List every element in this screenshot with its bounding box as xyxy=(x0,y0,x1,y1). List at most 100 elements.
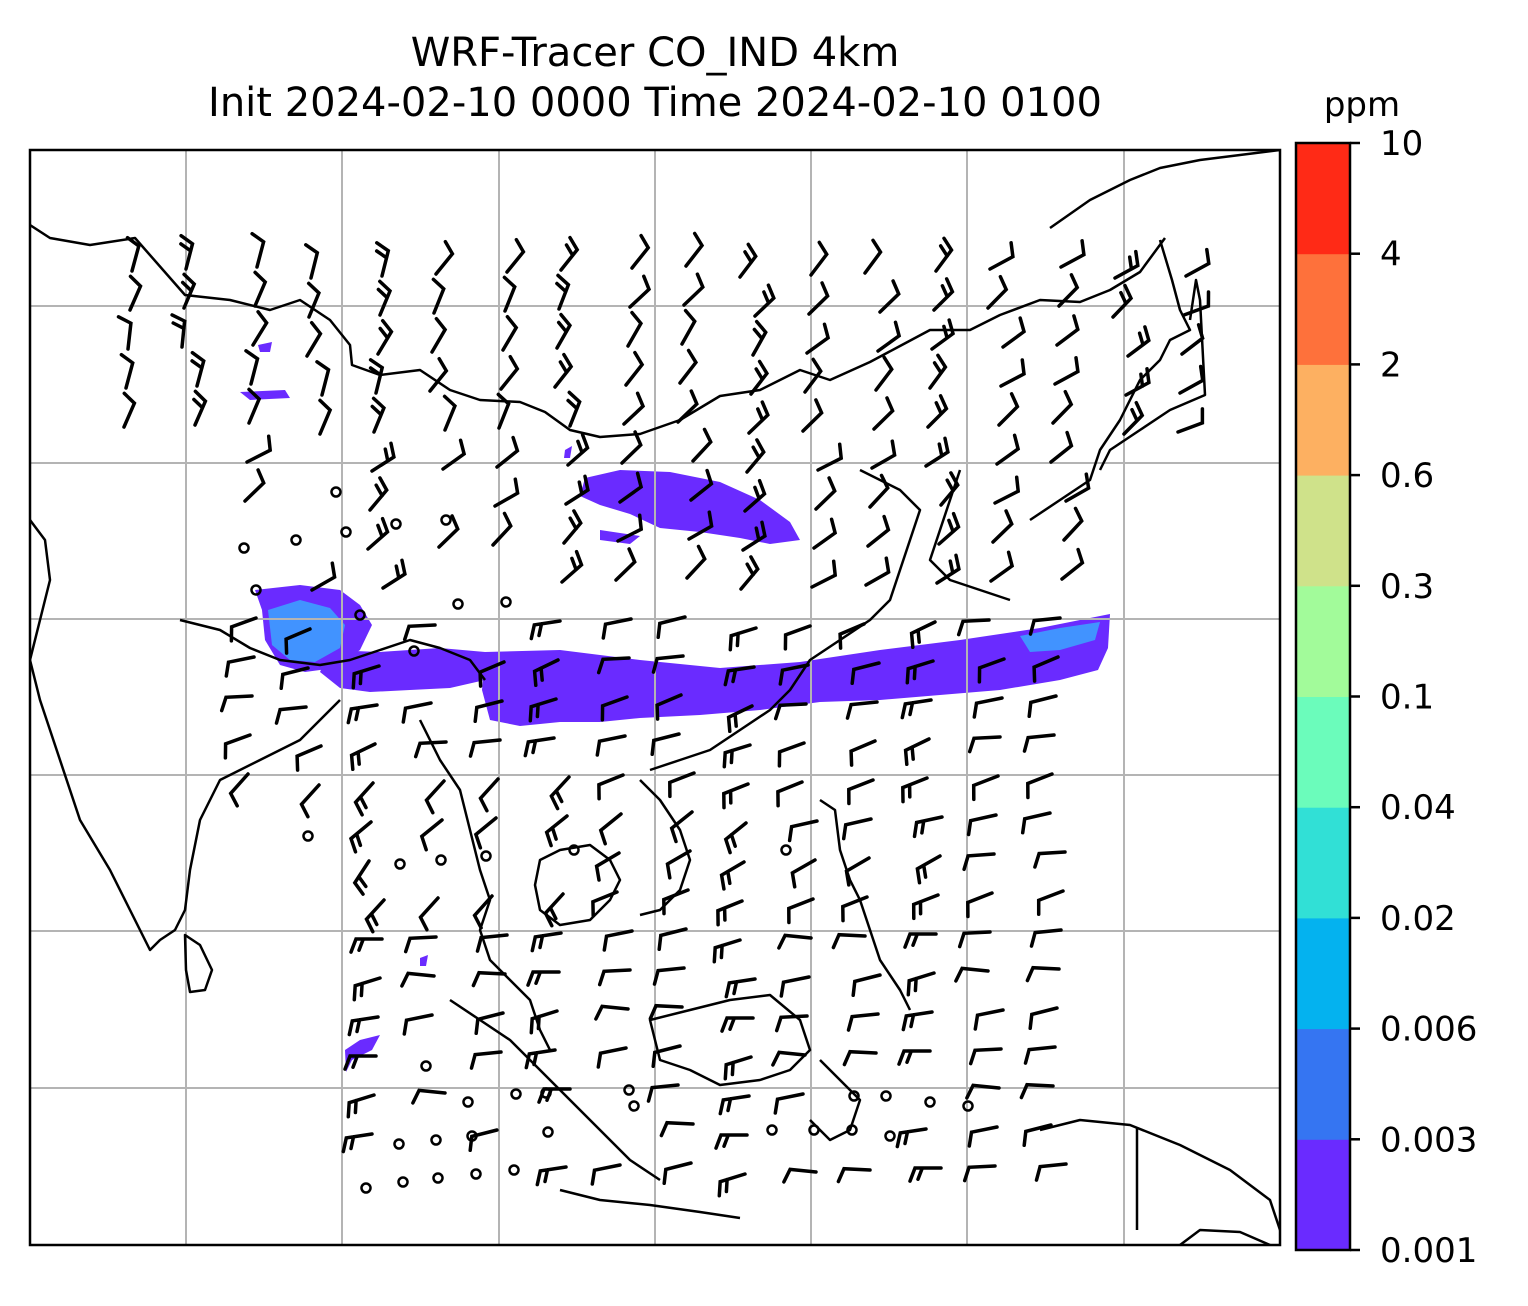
wind-barb xyxy=(630,233,651,270)
calm-wind-marker xyxy=(470,1168,482,1180)
coastline-srilanka xyxy=(183,933,214,994)
wind-barb xyxy=(402,623,437,642)
calm-wind-marker xyxy=(884,1130,896,1142)
wind-barb xyxy=(777,741,806,768)
wind-barb xyxy=(779,975,811,998)
wind-barb xyxy=(430,316,448,354)
wind-barb xyxy=(1028,1006,1059,1031)
calm-wind-marker xyxy=(508,1164,520,1176)
coastline-central-asia xyxy=(30,223,1167,439)
wind-barb xyxy=(973,1008,1005,1031)
colorbar-tick-label: 0.1 xyxy=(1380,678,1434,718)
calm-wind-marker xyxy=(540,1087,552,1099)
wind-barb xyxy=(224,655,256,678)
wind-barb xyxy=(618,471,644,504)
calm-wind-marker xyxy=(440,514,452,526)
calm-wind-marker xyxy=(394,858,406,870)
calm-wind-marker xyxy=(432,1172,444,1184)
coastline-java xyxy=(559,1188,741,1220)
wind-barb xyxy=(125,235,141,273)
wind-barb xyxy=(274,705,308,725)
map-panel xyxy=(30,150,1280,1245)
wind-barb xyxy=(901,776,929,804)
wind-barb xyxy=(244,349,260,386)
calm-wind-marker xyxy=(924,1096,936,1108)
wind-barb xyxy=(903,737,931,767)
wind-barb xyxy=(878,279,901,314)
wind-barb xyxy=(954,966,990,983)
wind-barb xyxy=(1126,325,1151,358)
wind-barb xyxy=(773,1092,805,1115)
wind-barb xyxy=(1020,811,1052,835)
wind-barb xyxy=(678,348,699,385)
calm-wind-marker xyxy=(480,850,492,862)
calm-wind-marker xyxy=(452,598,464,610)
wind-barb xyxy=(505,237,526,274)
wind-barb xyxy=(376,279,393,317)
wind-barb xyxy=(720,1016,755,1033)
wind-barb xyxy=(723,665,756,687)
wind-barb xyxy=(805,322,831,355)
wind-barb xyxy=(778,663,810,686)
wind-barb xyxy=(502,275,517,313)
wind-barb xyxy=(245,434,273,464)
wind-barb xyxy=(689,468,714,502)
wind-barb xyxy=(346,1093,376,1119)
wind-barb xyxy=(597,968,632,987)
wind-barb xyxy=(714,1133,749,1150)
colorbar-tick-label: 0.04 xyxy=(1380,788,1456,828)
wind-barb xyxy=(790,858,817,889)
wind-barb xyxy=(753,283,776,318)
wind-barb xyxy=(900,698,933,720)
coastline-korea xyxy=(928,469,1011,602)
wind-barb xyxy=(968,1047,1003,1066)
wind-barb xyxy=(1178,364,1205,395)
wind-barb xyxy=(751,319,768,357)
wind-barb xyxy=(999,358,1026,388)
coastline-indochina xyxy=(418,719,552,1051)
wind-barb xyxy=(428,356,449,393)
wind-barb xyxy=(962,1164,997,1183)
wind-barb xyxy=(598,812,623,846)
wind-barb xyxy=(845,700,879,720)
calm-wind-marker xyxy=(766,1124,778,1136)
wind-barb xyxy=(810,559,838,589)
wind-barb xyxy=(868,473,890,509)
wind-barb xyxy=(624,350,645,387)
wind-barb xyxy=(352,976,382,1002)
wind-barb xyxy=(474,1011,505,1036)
wind-barb xyxy=(807,281,830,316)
wind-barb xyxy=(223,733,252,760)
plume-east-core xyxy=(1020,622,1100,652)
wind-barb xyxy=(595,734,627,757)
calm-wind-marker xyxy=(848,1090,860,1102)
wind-barb xyxy=(926,394,949,429)
coastline-sumatra xyxy=(449,998,661,1182)
wind-barb xyxy=(381,558,407,590)
wind-barb xyxy=(650,732,681,757)
wind-barb xyxy=(870,439,897,470)
colorbar-unit-label: ppm xyxy=(1324,85,1400,125)
wind-barb xyxy=(1036,889,1065,917)
coastline-new-guinea xyxy=(1039,1118,1280,1231)
wind-barb xyxy=(1025,965,1061,983)
wind-barb xyxy=(411,1088,447,1105)
wind-barb xyxy=(816,442,844,472)
wind-barb xyxy=(352,859,371,896)
wind-barb xyxy=(895,1127,928,1149)
calm-wind-marker xyxy=(880,1090,892,1102)
wind-barb xyxy=(967,735,1002,754)
wind-barb xyxy=(243,468,266,503)
colorbar-tick-label: 2 xyxy=(1380,345,1402,385)
wind-barb xyxy=(646,1083,680,1103)
wind-barb xyxy=(716,899,744,927)
wind-barb xyxy=(496,392,511,430)
colorbar-tick-label: 4 xyxy=(1380,235,1402,275)
wind-barb xyxy=(349,937,384,954)
wind-barb xyxy=(905,659,935,685)
wind-barb xyxy=(876,320,902,353)
wind-barb xyxy=(723,821,748,855)
wind-barb xyxy=(849,739,877,767)
wind-barb xyxy=(555,312,573,350)
wind-barb xyxy=(669,810,694,844)
